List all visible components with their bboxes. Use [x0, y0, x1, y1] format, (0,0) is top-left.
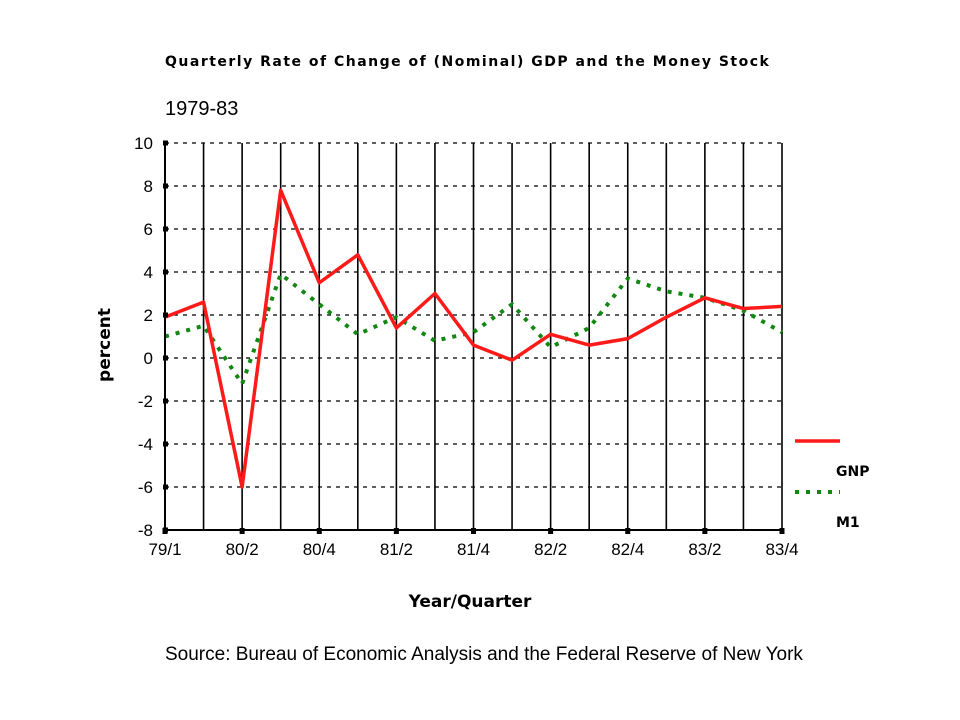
x-axis-title: Year/Quarter — [408, 592, 532, 612]
y-tick-label: 8 — [144, 177, 153, 196]
y-tick-mark — [163, 226, 168, 232]
y-tick-label: 2 — [144, 306, 153, 325]
y-axis-title: percent — [95, 308, 115, 382]
y-tick-label: 0 — [144, 349, 153, 368]
x-tick-label: 80/4 — [303, 540, 336, 559]
grid — [165, 142, 783, 530]
x-tick-label: 79/1 — [148, 540, 181, 559]
x-tick-label: 83/2 — [688, 540, 721, 559]
x-tick-label: 81/2 — [380, 540, 413, 559]
y-tick-mark — [163, 441, 168, 447]
y-tick-label: -8 — [138, 521, 153, 540]
y-tick-mark — [163, 355, 168, 361]
x-tick-mark — [316, 528, 322, 534]
axes — [162, 140, 785, 534]
x-tick-label: 82/2 — [534, 540, 567, 559]
y-tick-mark — [163, 140, 168, 146]
x-tick-mark — [779, 528, 785, 534]
y-tick-label: -2 — [138, 392, 153, 411]
chart-title: Quarterly Rate of Change of (Nominal) GD… — [165, 54, 770, 70]
series-lines — [164, 188, 783, 489]
x-tick-label: 81/4 — [457, 540, 490, 559]
y-tick-mark — [163, 269, 168, 275]
x-tick-label: 80/2 — [226, 540, 259, 559]
y-tick-mark — [163, 183, 168, 189]
series-line-gnp — [164, 188, 783, 489]
legend-label-m1: M1 — [836, 515, 860, 531]
x-tick-mark — [548, 528, 554, 534]
y-tick-mark — [163, 398, 168, 404]
x-tick-mark — [702, 528, 708, 534]
x-tick-mark — [162, 528, 168, 534]
legend: GNP M1 — [795, 439, 869, 531]
x-tick-mark — [393, 528, 399, 534]
y-tick-label: 6 — [144, 220, 153, 239]
y-tick-mark — [163, 484, 168, 490]
x-tick-label: 83/4 — [765, 540, 798, 559]
y-tick-label: -6 — [138, 478, 153, 497]
x-tick-labels: 79/1 80/2 80/4 81/2 81/4 82/2 82/4 83/2 83/4 — [148, 540, 798, 559]
chart-subtitle: 1979-83 — [165, 98, 238, 120]
x-tick-mark — [625, 528, 631, 534]
legend-label-gnp: GNP — [836, 464, 869, 480]
y-tick-mark — [163, 312, 168, 318]
y-tick-labels: 10 8 6 4 2 0 -2 -4 -6 -8 — [134, 134, 153, 540]
x-tick-label: 82/4 — [611, 540, 644, 559]
source-note: Source: Bureau of Economic Analysis and … — [165, 644, 803, 665]
series-line-m1 — [164, 272, 783, 386]
y-tick-label: 10 — [134, 134, 153, 153]
y-tick-label: 4 — [144, 263, 153, 282]
x-tick-mark — [239, 528, 245, 534]
x-tick-mark — [471, 528, 476, 534]
y-tick-label: -4 — [138, 435, 153, 454]
